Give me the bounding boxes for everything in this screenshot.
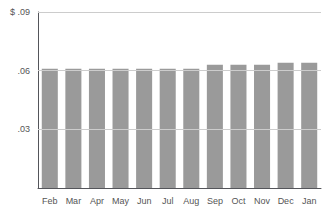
svg-text:Apr: Apr	[90, 196, 104, 206]
svg-text:May: May	[112, 196, 130, 206]
svg-text:Mar: Mar	[66, 196, 82, 206]
svg-text:Jun: Jun	[137, 196, 152, 206]
svg-text:Nov: Nov	[254, 196, 271, 206]
svg-text:Jul: Jul	[162, 196, 174, 206]
svg-text:Sep: Sep	[207, 196, 223, 206]
svg-text:Dec: Dec	[278, 196, 295, 206]
svg-text:Feb: Feb	[42, 196, 58, 206]
svg-text:$ .09: $ .09	[10, 7, 30, 17]
svg-text:.06: .06	[17, 66, 30, 76]
svg-text:.03: .03	[17, 124, 30, 134]
svg-text:Oct: Oct	[231, 196, 246, 206]
svg-text:Aug: Aug	[183, 196, 199, 206]
svg-text:Jan: Jan	[302, 196, 317, 206]
